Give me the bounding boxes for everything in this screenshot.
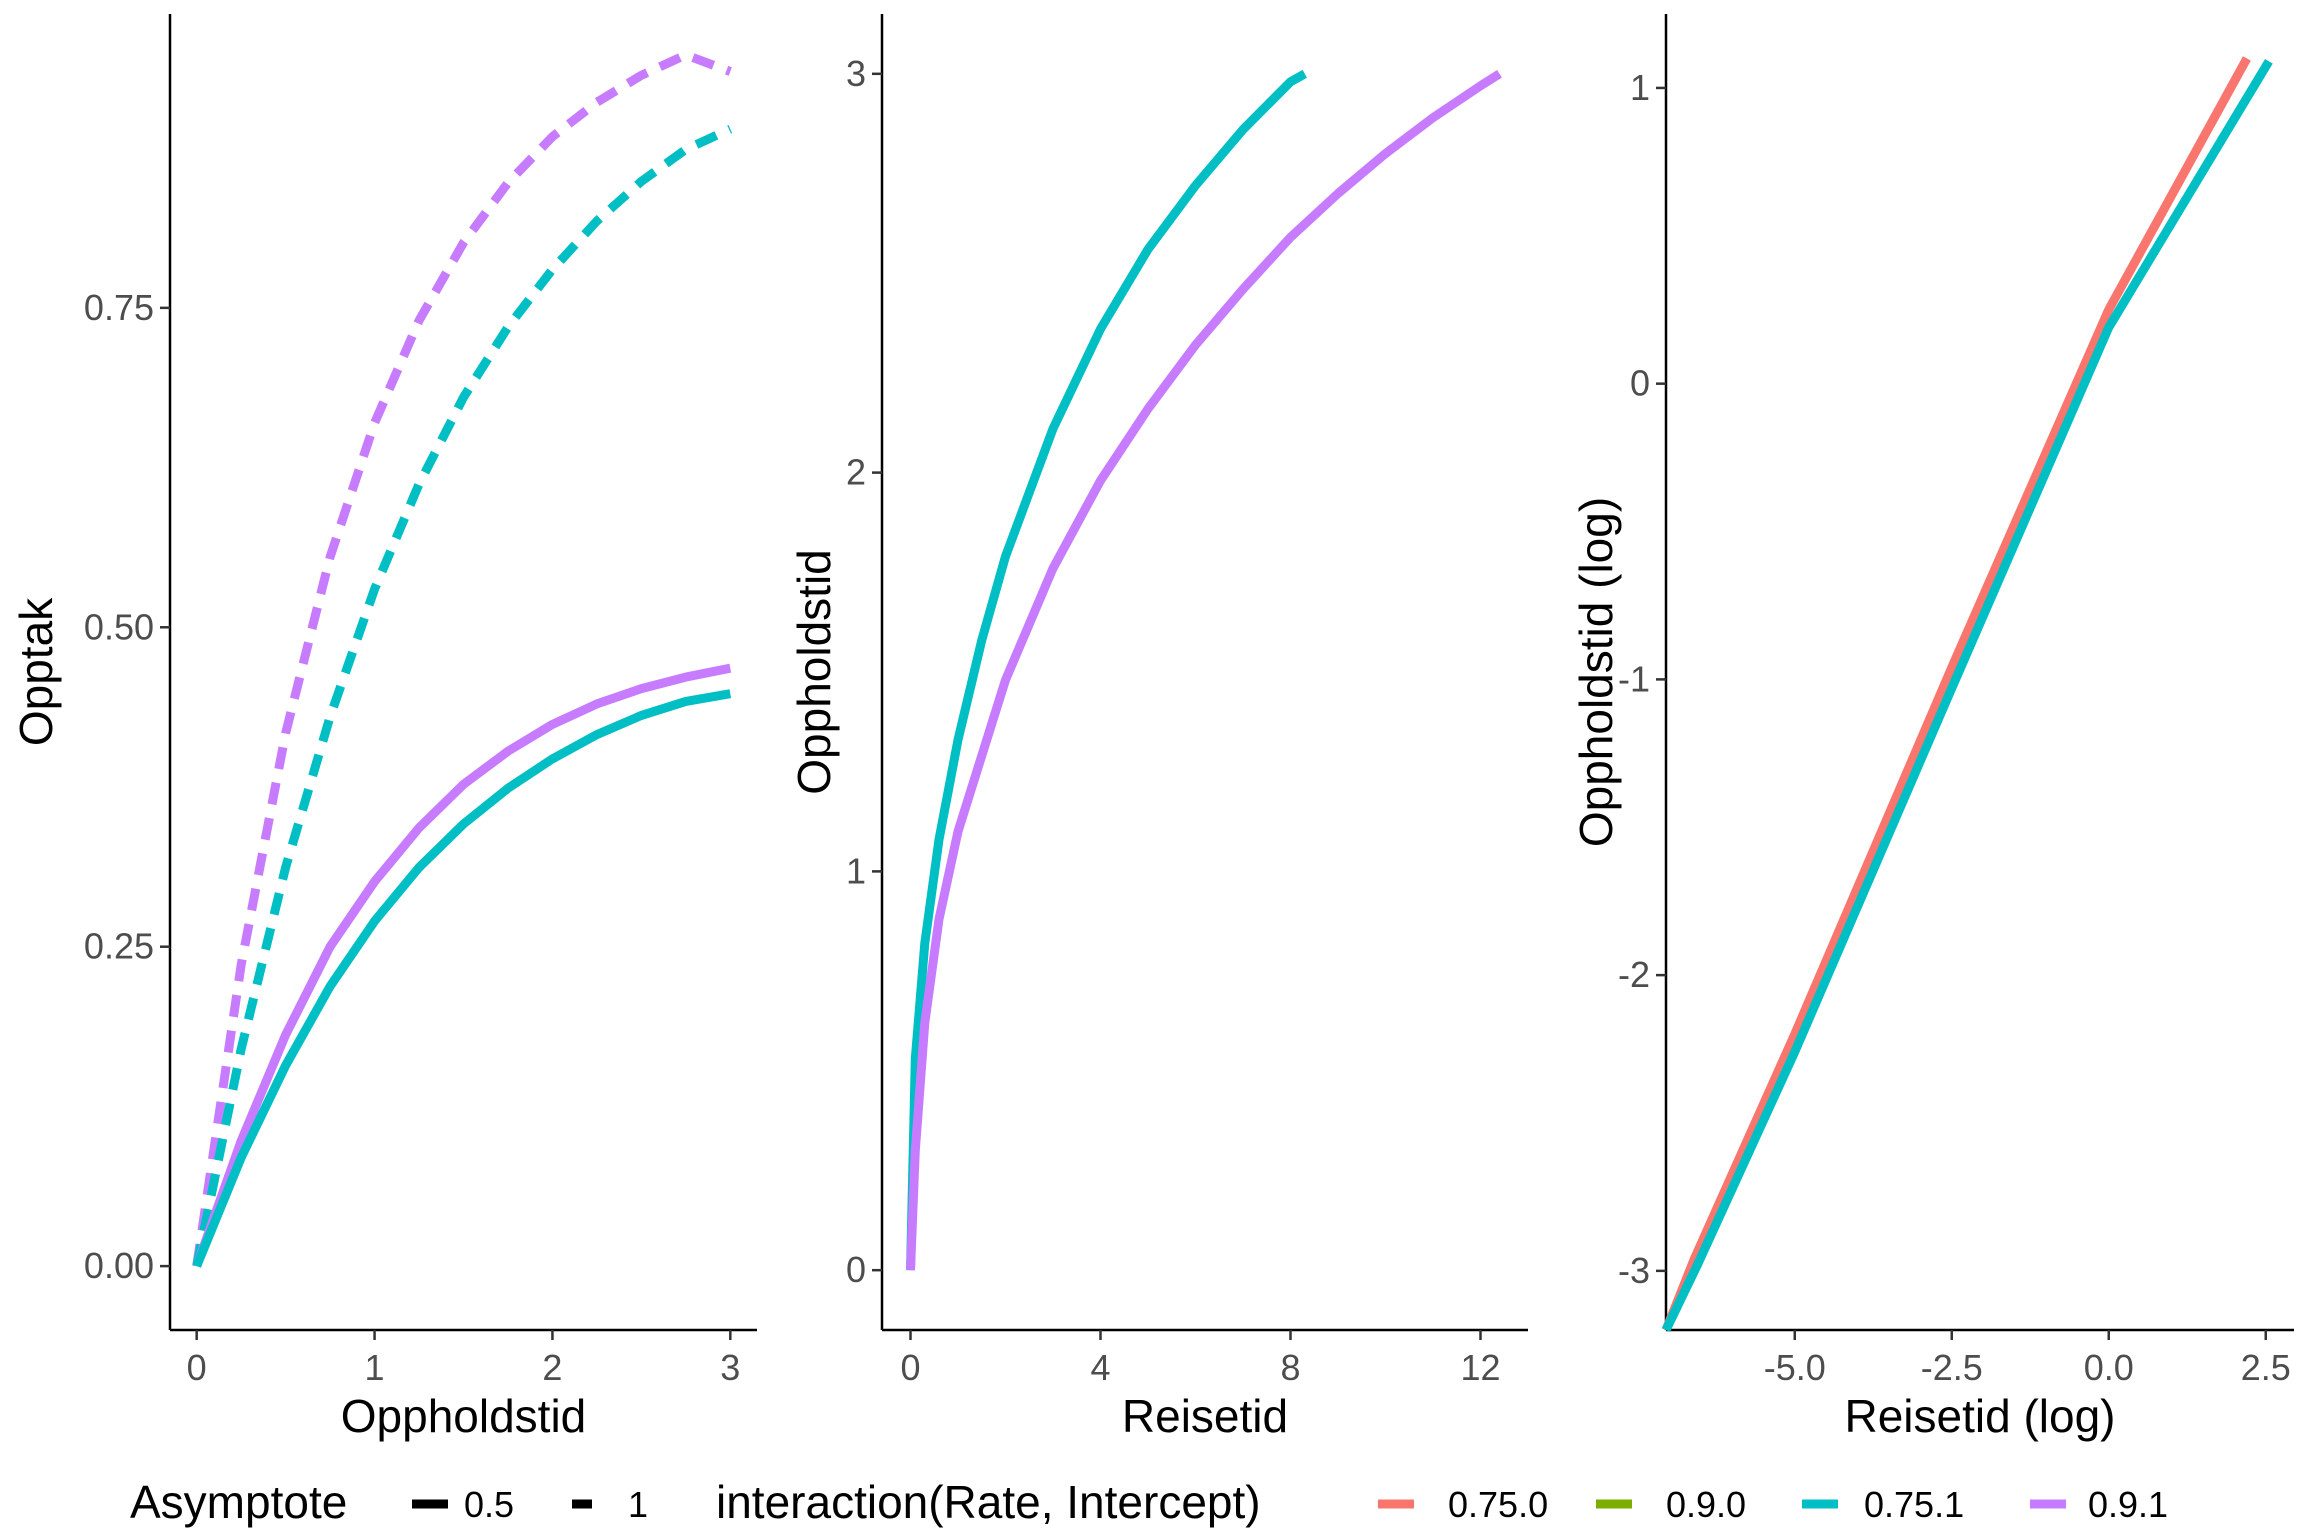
y-tick-label: 0.00 bbox=[84, 1245, 154, 1286]
series-line bbox=[192, 663, 732, 1268]
x-tick-label: -5.0 bbox=[1764, 1347, 1826, 1388]
y-tick-label: -2 bbox=[1618, 954, 1650, 995]
y-tick-label: -1 bbox=[1618, 658, 1650, 699]
legend-asymptote-label: 1 bbox=[628, 1484, 648, 1525]
x-axis-title: Reisetid bbox=[1122, 1390, 1288, 1442]
x-axis-title: Reisetid (log) bbox=[1845, 1390, 2116, 1442]
y-tick-label: 2 bbox=[846, 452, 866, 493]
y-tick-label: 3 bbox=[846, 53, 866, 94]
legend-color-label: 0.75.1 bbox=[1864, 1484, 1964, 1525]
y-tick-label: 1 bbox=[846, 850, 866, 891]
x-tick-label: 1 bbox=[365, 1347, 385, 1388]
chart-panels: 0.000.250.500.750 1 2 3OppholdstidOpptak012… bbox=[10, 14, 2294, 1442]
y-tick-label: 0 bbox=[846, 1249, 866, 1290]
y-tick-label: 1 bbox=[1630, 67, 1650, 108]
legend-asymptote-title: Asymptote bbox=[130, 1476, 347, 1528]
y-axis-title: Opptak bbox=[10, 597, 62, 746]
legend-color-label: 0.9.1 bbox=[2088, 1484, 2168, 1525]
y-tick-label: 0.25 bbox=[84, 926, 154, 967]
y-axis-title: Oppholdstid (log) bbox=[1570, 497, 1622, 847]
series-line bbox=[192, 689, 732, 1268]
legend-asymptote-label: 0.5 bbox=[464, 1484, 514, 1525]
x-axis-title: Oppholdstid bbox=[341, 1390, 587, 1442]
x-tick-label: 3 bbox=[720, 1347, 740, 1388]
x-tick-label: 0.0 bbox=[2084, 1347, 2134, 1388]
x-tick-label: -2.5 bbox=[1921, 1347, 1983, 1388]
x-tick-label: 4 bbox=[1090, 1347, 1110, 1388]
x-tick-label: 0 bbox=[900, 1347, 920, 1388]
y-tick-label: -3 bbox=[1618, 1250, 1650, 1291]
x-tick-label: 0 bbox=[187, 1347, 207, 1388]
y-tick-label: 0 bbox=[1630, 363, 1650, 404]
legend-color-label: 0.9.0 bbox=[1666, 1484, 1746, 1525]
chart-legend: Asymptote 0.5 1 interaction(Rate, Interc… bbox=[130, 1476, 2168, 1528]
series-line bbox=[192, 124, 733, 1268]
x-tick-label: 2.5 bbox=[2241, 1347, 2291, 1388]
series-line bbox=[906, 69, 1307, 1271]
chart-panel: 0.00 0.25 0.50 0.75 0 1 2 3 Oppholdstid Opptak bbox=[10, 14, 757, 1442]
legend-color-label: 0.75.0 bbox=[1448, 1484, 1548, 1525]
series-line bbox=[192, 50, 732, 1267]
x-tick-label: 8 bbox=[1280, 1347, 1300, 1388]
x-tick-label: 12 bbox=[1460, 1347, 1500, 1388]
y-tick-label: 0.75 bbox=[84, 287, 154, 328]
x-tick-label: 2 bbox=[542, 1347, 562, 1388]
chart-panel: -3 -2 -1 0 1 -5.0 -2.5 0.0 2.5 Reisetid (log) Opph… bbox=[1570, 14, 2294, 1442]
series-line bbox=[1661, 58, 2273, 1332]
legend-color-title: interaction(Rate, Intercept) bbox=[716, 1476, 1261, 1528]
series-line bbox=[906, 69, 1502, 1271]
y-axis-title: Oppholdstid bbox=[788, 549, 840, 795]
y-tick-label: 0.50 bbox=[84, 606, 154, 647]
